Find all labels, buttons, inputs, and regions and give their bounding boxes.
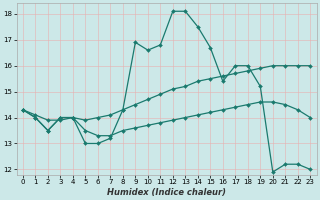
X-axis label: Humidex (Indice chaleur): Humidex (Indice chaleur) bbox=[107, 188, 226, 197]
